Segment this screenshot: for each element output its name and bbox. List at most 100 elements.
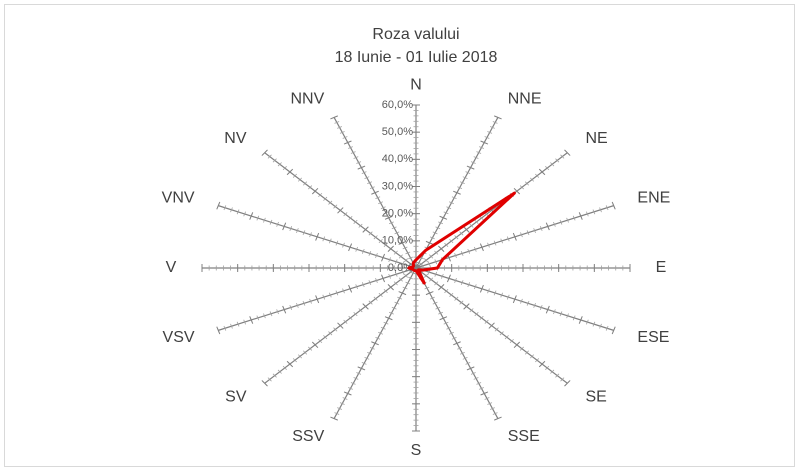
axis-minor-tick <box>504 335 509 340</box>
axis-tick <box>286 168 294 176</box>
axis-minor-tick <box>282 365 287 370</box>
axis-minor-tick <box>550 369 555 374</box>
axis-minor-tick <box>487 242 490 248</box>
axis-minor-tick <box>391 226 397 230</box>
axis-minor-tick <box>443 321 449 325</box>
axis-minor-tick <box>449 292 454 297</box>
axis-minor-tick <box>545 166 550 171</box>
axis-tick <box>611 201 616 210</box>
axis-minor-tick <box>380 206 386 210</box>
axis-tick <box>282 305 287 314</box>
axis-tick <box>578 212 583 220</box>
chart-frame <box>4 4 795 467</box>
axis-minor-tick <box>322 294 326 300</box>
axis-minor-tick <box>364 176 370 179</box>
axis-minor-tick <box>500 292 504 298</box>
axis-minor-tick <box>297 354 303 359</box>
axis-minor-tick <box>405 251 411 255</box>
chart-title: Roza valului <box>372 26 459 43</box>
axis-minor-tick <box>383 242 388 247</box>
axis-minor-tick <box>308 185 313 190</box>
axis-minor-tick <box>375 196 381 200</box>
category-label: NV <box>224 130 247 147</box>
category-label: NNV <box>290 91 324 108</box>
axis-minor-tick <box>361 171 367 174</box>
axis-minor-tick <box>309 232 312 238</box>
axis-minor-tick <box>302 300 306 306</box>
axis-minor-tick <box>509 338 514 344</box>
axis-minor-tick <box>519 346 524 351</box>
axis-minor-tick <box>272 158 277 163</box>
axis-minor-tick <box>473 284 477 290</box>
axis-minor-tick <box>394 271 398 277</box>
axis-tick <box>453 190 461 195</box>
axis-minor-tick <box>348 146 353 149</box>
axis-minor-tick <box>361 248 365 254</box>
axis-tick <box>439 215 448 220</box>
axis-minor-tick <box>339 402 345 405</box>
axis-minor-tick <box>343 319 348 324</box>
axis-minor-tick <box>429 296 435 300</box>
axis-minor-tick <box>435 226 441 230</box>
axis-tick <box>282 222 287 231</box>
axis-minor-tick <box>223 325 227 331</box>
axis-minor-tick <box>429 254 434 259</box>
r-tick-label: 60,0% <box>382 99 413 111</box>
axis-minor-tick <box>323 196 328 201</box>
axis-minor-tick <box>355 246 359 252</box>
axis-minor-tick <box>276 221 279 227</box>
axis-tick <box>357 366 366 371</box>
axis-minor-tick <box>592 209 596 215</box>
axis-minor-tick <box>444 242 449 247</box>
axis-tick <box>494 115 502 120</box>
axis-tick <box>466 165 475 170</box>
axis-minor-tick <box>289 226 293 231</box>
axis-minor-tick <box>383 289 388 294</box>
axis-minor-tick <box>373 235 378 240</box>
axis-minor-tick <box>343 212 348 217</box>
axis-minor-tick <box>553 309 556 315</box>
axis-minor-tick <box>427 269 431 275</box>
category-label: S <box>411 442 422 459</box>
axis-minor-tick <box>529 177 535 182</box>
axis-tick <box>479 243 484 252</box>
axis-minor-tick <box>462 357 468 360</box>
axis-tick <box>463 303 470 310</box>
axis-minor-tick <box>353 156 359 159</box>
axis-tick <box>438 284 445 291</box>
axis-minor-tick <box>350 382 356 385</box>
axis-minor-tick <box>586 319 589 325</box>
r-tick-label: 50,0% <box>382 126 413 138</box>
axis-tick <box>564 149 571 156</box>
axis-tick <box>453 341 461 346</box>
axis-tick <box>315 232 320 241</box>
axis-tick <box>381 274 386 283</box>
axis-tick <box>249 212 254 220</box>
axis-minor-tick <box>277 369 282 374</box>
axis-minor-tick <box>493 290 497 296</box>
axis-minor-tick <box>459 181 465 184</box>
category-label: V <box>166 259 177 276</box>
axis-minor-tick <box>368 250 372 256</box>
axis-minor-tick <box>361 282 365 288</box>
axis-minor-tick <box>302 350 308 355</box>
axis-minor-tick <box>328 200 333 205</box>
axis-minor-tick <box>337 407 343 410</box>
axis-minor-tick <box>405 281 411 285</box>
axis-tick <box>384 215 393 220</box>
axis-minor-tick <box>342 136 348 139</box>
axis-minor-tick <box>494 327 499 332</box>
axis-minor-tick <box>388 273 391 279</box>
axis-minor-tick <box>484 136 490 139</box>
axis-tick <box>371 341 379 346</box>
axis-minor-tick <box>473 377 479 380</box>
axis-minor-tick <box>276 309 279 315</box>
axis-minor-tick <box>434 259 438 265</box>
axis-minor-tick <box>535 358 540 363</box>
axis-minor-tick <box>277 162 282 167</box>
axis-tick <box>398 291 407 296</box>
axis-minor-tick <box>342 242 345 248</box>
axis-minor-tick <box>394 259 398 265</box>
axis-minor-tick <box>318 338 323 344</box>
axis-tick <box>425 291 434 296</box>
